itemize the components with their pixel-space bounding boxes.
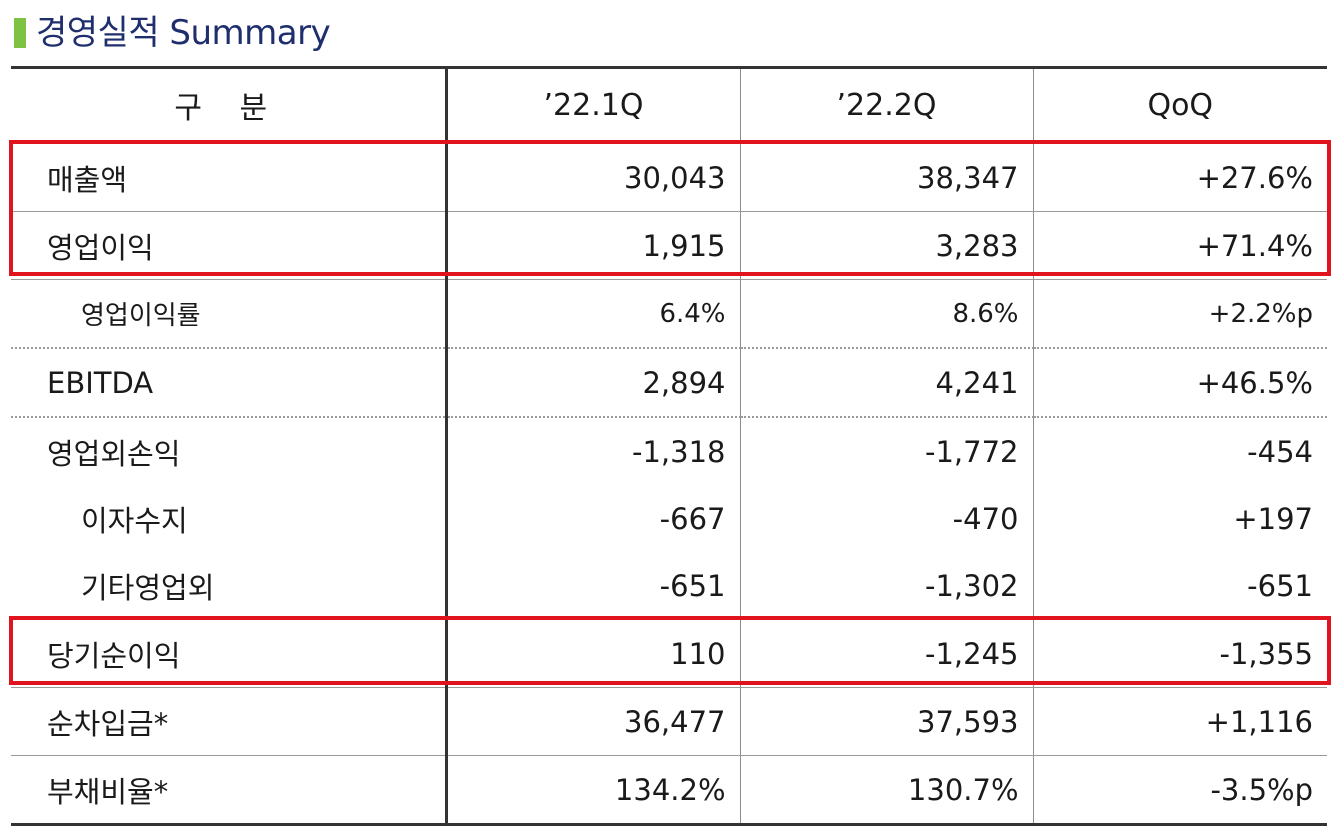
row-label: 순차입금* [11, 687, 448, 756]
cell-qoq: -651 [1032, 552, 1327, 620]
row-label: 당기순이익 [11, 619, 448, 688]
table-row: 이자수지 -667 -470 +197 [11, 485, 1327, 552]
table-row: 매출액 30,043 38,347 +27.6% [11, 142, 1327, 212]
table-row: EBITDA 2,894 4,241 +46.5% [11, 348, 1327, 418]
cell-q2: -470 [739, 485, 1033, 552]
page-title-text: 경영실적 Summary [36, 13, 331, 53]
header-q1: ’22.1Q [445, 66, 740, 144]
cell-q2: -1,772 [739, 417, 1033, 485]
table-row: 영업외손익 -1,318 -1,772 -454 [11, 417, 1327, 485]
cell-q1: 30,043 [445, 142, 740, 212]
row-label: 이자수지 [11, 485, 448, 552]
header-q2: ’22.2Q [739, 66, 1033, 144]
cell-q2: 38,347 [739, 142, 1033, 212]
cell-qoq: -3.5%p [1032, 755, 1327, 826]
title-accent-bar [14, 18, 26, 48]
table-row: 부채비율* 134.2% 130.7% -3.5%p [11, 755, 1327, 826]
cell-q1: 110 [445, 619, 740, 688]
row-label: 매출액 [11, 142, 448, 212]
cell-q2: -1,302 [739, 552, 1033, 620]
cell-qoq: +27.6% [1032, 142, 1327, 212]
cell-qoq: -454 [1032, 417, 1327, 485]
table-row: 영업이익률 6.4% 8.6% +2.2%p [11, 279, 1327, 349]
cell-q1: -1,318 [445, 417, 740, 485]
row-label: 기타영업외 [11, 552, 448, 620]
table-row: 당기순이익 110 -1,245 -1,355 [11, 619, 1327, 688]
cell-qoq: +46.5% [1032, 348, 1327, 418]
table-header-row: 구 분 ’22.1Q ’22.2Q QoQ [11, 66, 1327, 144]
cell-q2: 3,283 [739, 211, 1033, 280]
cell-qoq: +71.4% [1032, 211, 1327, 280]
cell-q1: 1,915 [445, 211, 740, 280]
cell-q2: 130.7% [739, 755, 1033, 826]
table-row: 영업이익 1,915 3,283 +71.4% [11, 211, 1327, 280]
row-label: 영업이익 [11, 211, 448, 280]
cell-q1: 36,477 [445, 687, 740, 756]
cell-qoq: -1,355 [1032, 619, 1327, 688]
row-label: 영업외손익 [11, 417, 448, 485]
cell-q1: 2,894 [445, 348, 740, 418]
cell-q2: 37,593 [739, 687, 1033, 756]
cell-qoq: +1,116 [1032, 687, 1327, 756]
header-qoq: QoQ [1032, 66, 1327, 144]
cell-q1: 134.2% [445, 755, 740, 826]
table-row: 기타영업외 -651 -1,302 -651 [11, 552, 1327, 620]
cell-qoq: +2.2%p [1032, 279, 1327, 349]
summary-table-wrapper: 구 분 ’22.1Q ’22.2Q QoQ 매출액 30,043 38,347 … [11, 66, 1327, 826]
cell-q2: 8.6% [739, 279, 1033, 349]
cell-q1: 6.4% [445, 279, 740, 349]
cell-qoq: +197 [1032, 485, 1327, 552]
row-label: EBITDA [11, 348, 448, 418]
cell-q2: -1,245 [739, 619, 1033, 688]
page-title: 경영실적 Summary [14, 12, 331, 54]
table-row: 순차입금* 36,477 37,593 +1,116 [11, 687, 1327, 756]
summary-table: 구 분 ’22.1Q ’22.2Q QoQ 매출액 30,043 38,347 … [11, 66, 1327, 826]
cell-q2: 4,241 [739, 348, 1033, 418]
cell-q1: -651 [445, 552, 740, 620]
cell-q1: -667 [445, 485, 740, 552]
header-category: 구 분 [11, 66, 448, 144]
row-label: 영업이익률 [11, 279, 448, 349]
row-label: 부채비율* [11, 755, 448, 826]
